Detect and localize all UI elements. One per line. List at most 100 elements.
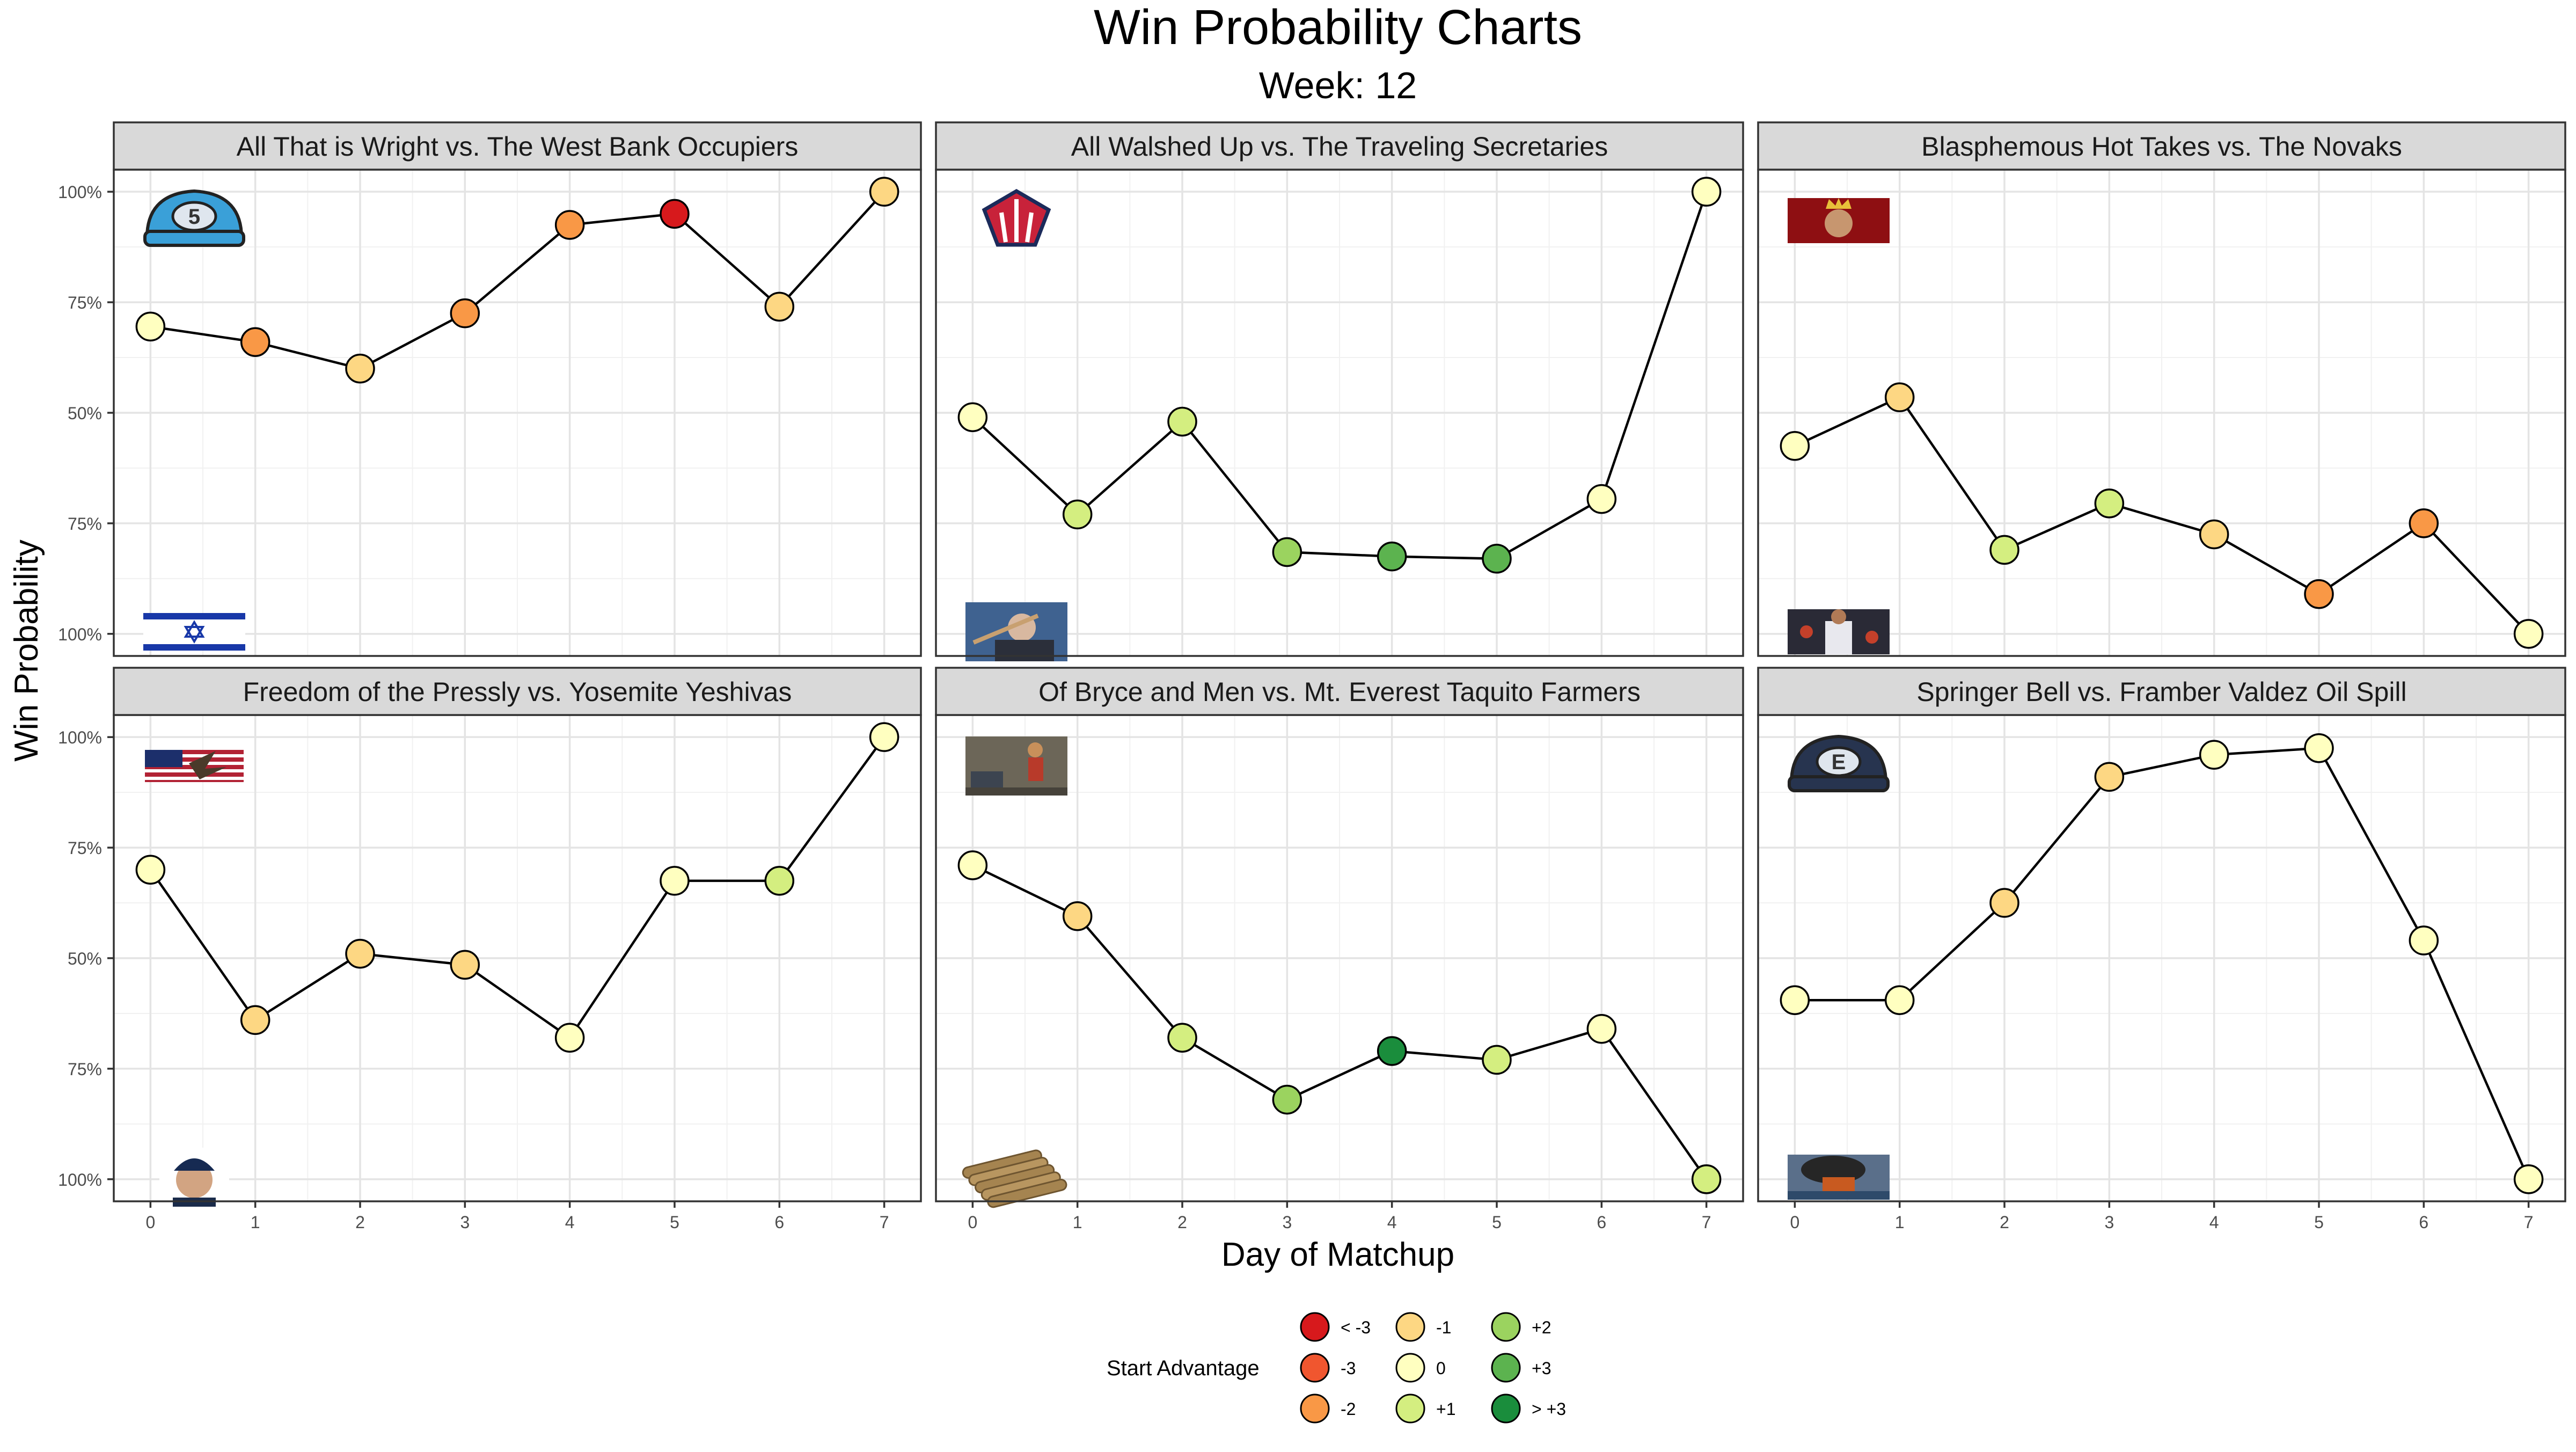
legend-title: Start Advantage (1107, 1356, 1260, 1380)
x-tick-label: 5 (670, 1213, 679, 1232)
x-tick-label: 6 (774, 1213, 784, 1232)
x-tick-label: 6 (2419, 1213, 2428, 1232)
data-point (345, 939, 375, 969)
y-tick-label: 100% (58, 728, 102, 747)
x-tick-label: 0 (1790, 1213, 1799, 1232)
data-point (135, 311, 166, 342)
data-point (2513, 1164, 2544, 1194)
data-point (1780, 985, 1810, 1015)
panel-strip (1757, 667, 2566, 716)
trident-logo-icon (982, 188, 1051, 247)
basketball-photo-icon (1788, 609, 1890, 654)
data-point (1062, 901, 1093, 931)
facet-panel: E Springer Bell vs. Framber Valdez Oil Sp… (1757, 667, 2566, 1232)
x-tick-label: 4 (1387, 1213, 1397, 1232)
data-point (660, 199, 690, 229)
x-tick-label: 3 (2104, 1213, 2114, 1232)
chart-subtitle: Week: 12 (1259, 64, 1417, 106)
data-point (2094, 762, 2125, 792)
data-point (240, 1005, 270, 1035)
legend-key (1395, 1393, 1425, 1424)
legend-key (1491, 1312, 1521, 1342)
svg-text:5: 5 (188, 205, 200, 229)
x-tick-label: 7 (880, 1213, 889, 1232)
data-point (869, 722, 899, 752)
y-tick-label: 50% (68, 404, 102, 423)
panel-title: Freedom of the Pressly vs. Yosemite Yesh… (243, 677, 792, 707)
legend-label: +1 (1436, 1399, 1455, 1419)
legend-label: -3 (1341, 1359, 1356, 1378)
data-point (764, 866, 795, 896)
taquitos-photo-icon (962, 1149, 1067, 1208)
panel-title: Springer Bell vs. Framber Valdez Oil Spi… (1916, 677, 2406, 707)
y-tick-label: 100% (58, 625, 102, 644)
y-tick-label: 75% (68, 838, 102, 858)
data-point (2513, 619, 2544, 649)
data-point (1272, 537, 1302, 567)
panel-strip (935, 667, 1744, 716)
data-point (1586, 1014, 1617, 1044)
data-point (764, 291, 795, 322)
x-tick-label: 4 (2209, 1213, 2219, 1232)
series-line (1794, 396, 2530, 635)
data-point (1062, 499, 1093, 530)
eagle-flag-icon (145, 750, 244, 782)
street-photo-icon (965, 736, 1067, 796)
facet-panel: 5 All That is Wright vs. The West Bank Oc… (58, 121, 922, 657)
data-point (2094, 488, 2125, 519)
x-tick-label: 5 (1492, 1213, 1502, 1232)
legend-key (1395, 1353, 1425, 1383)
data-point (1482, 544, 1512, 574)
legend-key (1491, 1393, 1521, 1424)
data-point (450, 298, 480, 329)
data-point (2409, 925, 2439, 955)
data-point (1377, 1036, 1407, 1066)
data-point (1482, 1045, 1512, 1075)
legend-key (1300, 1393, 1330, 1424)
y-tick-label: 75% (68, 514, 102, 534)
facet-panel: Blasphemous Hot Takes vs. The Novaks (1757, 121, 2566, 657)
data-point (240, 327, 270, 357)
player-headshot-icon (159, 1148, 229, 1207)
data-point (1167, 406, 1197, 437)
x-tick-label: 0 (145, 1213, 155, 1232)
data-point (2304, 733, 2334, 763)
data-point (1691, 177, 1722, 207)
panels-layer: 5 All That is Wright vs. The West Bank Oc… (58, 121, 2566, 1232)
y-tick-label: 75% (68, 293, 102, 312)
panel-strip (1757, 121, 2566, 171)
data-point (1884, 382, 1915, 412)
legend-key (1491, 1353, 1521, 1383)
x-tick-label: 0 (968, 1213, 977, 1232)
x-tick-label: 6 (1597, 1213, 1606, 1232)
oil-rig-fire-icon (1788, 1155, 1890, 1200)
data-point (1586, 484, 1617, 514)
israel-flag-icon (143, 613, 245, 651)
legend-label: +3 (1532, 1359, 1551, 1378)
data-point (1989, 535, 2019, 565)
data-point (869, 177, 899, 207)
legend-label: -1 (1436, 1318, 1451, 1337)
crowned-portrait-icon (1788, 198, 1890, 243)
data-point (957, 850, 988, 880)
data-point (2304, 579, 2334, 609)
x-tick-label: 1 (1073, 1213, 1082, 1232)
data-point (2199, 740, 2229, 770)
data-point (2199, 519, 2229, 550)
y-tick-label: 50% (68, 949, 102, 968)
data-point (1167, 1023, 1197, 1053)
panel-strip (113, 121, 922, 171)
x-tick-label: 3 (460, 1213, 470, 1232)
data-point (1377, 541, 1407, 572)
data-point (345, 353, 375, 384)
data-point (554, 1023, 585, 1053)
x-tick-label: 2 (1177, 1213, 1187, 1232)
x-axis-label: Day of Matchup (1221, 1236, 1454, 1273)
x-tick-label: 2 (2000, 1213, 2009, 1232)
data-point (1272, 1084, 1302, 1115)
series-line (1795, 747, 2530, 1180)
legend-label: > +3 (1532, 1399, 1566, 1419)
panel-title: Blasphemous Hot Takes vs. The Novaks (1921, 132, 2402, 162)
y-tick-label: 75% (68, 1060, 102, 1079)
